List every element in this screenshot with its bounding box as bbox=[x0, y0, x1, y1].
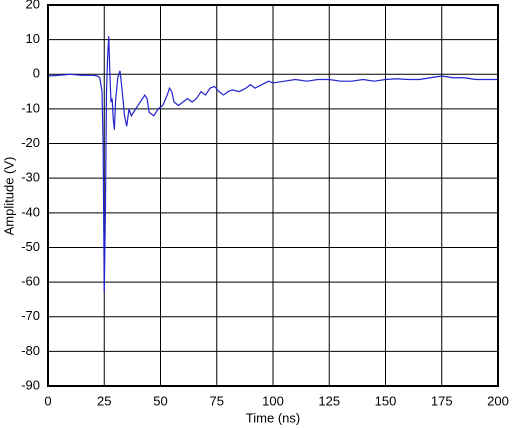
y-tick-label: -90 bbox=[21, 377, 40, 392]
y-tick-label: 20 bbox=[26, 0, 40, 11]
x-tick-label: 50 bbox=[153, 393, 167, 408]
data-line bbox=[47, 36, 498, 293]
plot-frame bbox=[47, 4, 499, 387]
x-tick-label: 150 bbox=[375, 393, 397, 408]
y-tick-label: -10 bbox=[21, 100, 40, 115]
x-axis-title: Time (ns) bbox=[246, 410, 300, 425]
y-tick-label: -80 bbox=[21, 343, 40, 358]
x-tick-label: 100 bbox=[262, 393, 284, 408]
y-tick-label: -40 bbox=[21, 204, 40, 219]
y-axis-title: Amplitude (V) bbox=[1, 157, 16, 236]
x-tick-label: 125 bbox=[318, 393, 340, 408]
x-tick-label: 200 bbox=[487, 393, 509, 408]
y-tick-label: -30 bbox=[21, 170, 40, 185]
x-tick-label: 175 bbox=[431, 393, 453, 408]
y-tick-label: 10 bbox=[26, 31, 40, 46]
y-tick-label: -20 bbox=[21, 135, 40, 150]
y-tick-label: -70 bbox=[21, 308, 40, 323]
x-tick-label: 0 bbox=[44, 393, 51, 408]
x-tick-label: 25 bbox=[97, 393, 111, 408]
y-tick-label: 0 bbox=[33, 66, 40, 81]
y-tick-label: -60 bbox=[21, 274, 40, 289]
y-tick-label: -50 bbox=[21, 239, 40, 254]
x-tick-label: 75 bbox=[210, 393, 224, 408]
